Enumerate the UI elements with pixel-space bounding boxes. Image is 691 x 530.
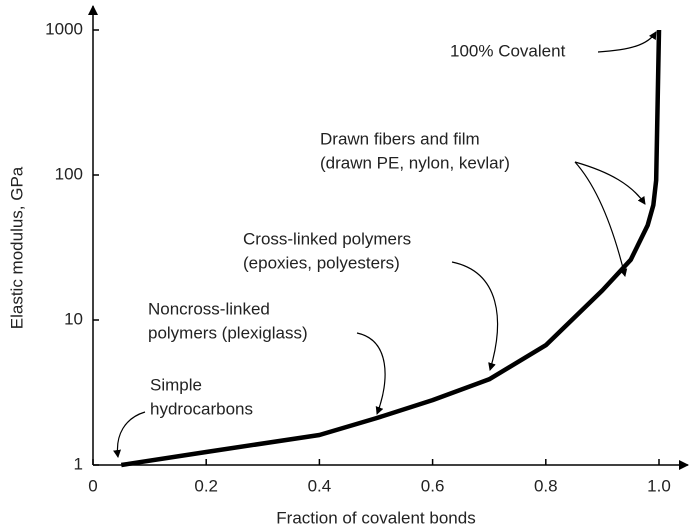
x-tick-label: 0.4 bbox=[308, 476, 332, 495]
annotation: 100% Covalent bbox=[450, 41, 566, 60]
y-axis-label: Elastic modulus, GPa bbox=[7, 166, 26, 329]
arrow bbox=[574, 161, 646, 205]
annotation: Noncross-linked bbox=[148, 299, 270, 318]
arrow bbox=[356, 332, 386, 415]
annotation: (epoxies, polyesters) bbox=[243, 253, 400, 272]
x-axis-label: Fraction of covalent bonds bbox=[276, 508, 475, 527]
arrow bbox=[113, 411, 146, 458]
annotation: Simple bbox=[150, 375, 202, 394]
annotation: Drawn fibers and film bbox=[320, 129, 480, 148]
curve bbox=[120, 29, 662, 468]
x-tick-label: 0 bbox=[88, 476, 97, 495]
x-tick-label: 1.0 bbox=[647, 476, 671, 495]
arrow bbox=[451, 261, 499, 371]
annotation: hydrocarbons bbox=[150, 399, 253, 418]
x-tick-label: 0.6 bbox=[421, 476, 445, 495]
y-tick-label: 1 bbox=[74, 454, 83, 473]
annotation: polymers (plexiglass) bbox=[148, 323, 308, 342]
x-tick-label: 0.2 bbox=[194, 476, 218, 495]
arrow bbox=[574, 161, 628, 277]
annotation: Cross-linked polymers bbox=[243, 229, 411, 248]
y-tick-label: 10 bbox=[64, 309, 83, 328]
x-tick-label: 0.8 bbox=[534, 476, 558, 495]
y-tick-label: 100 bbox=[55, 164, 83, 183]
annotation: (drawn PE, nylon, kevlar) bbox=[320, 153, 510, 172]
y-tick-label: 1000 bbox=[45, 19, 83, 38]
arrow bbox=[597, 31, 657, 53]
